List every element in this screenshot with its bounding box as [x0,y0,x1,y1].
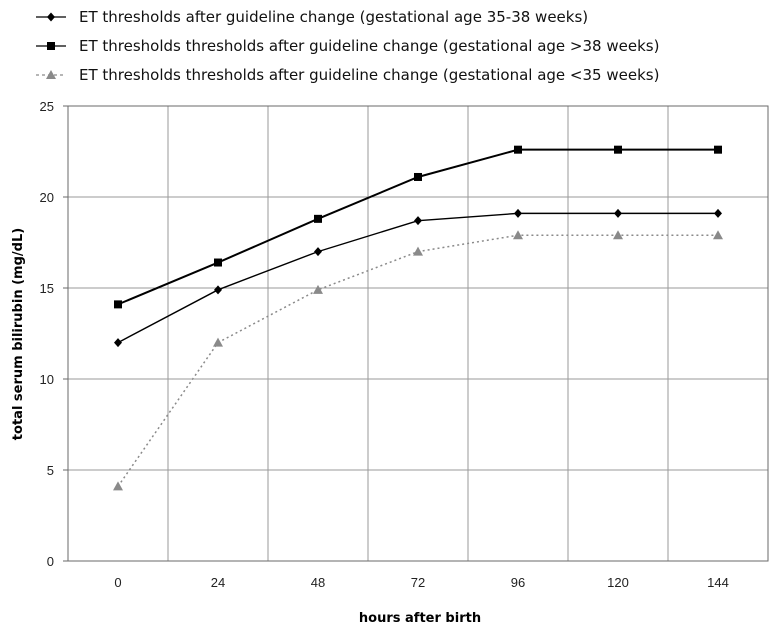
legend-marker [47,42,55,50]
legend-label: ET thresholds after guideline change (ge… [79,8,588,26]
data-point [313,284,323,294]
data-point [714,145,722,154]
data-point [114,300,122,309]
series-square [114,145,722,309]
data-point [713,230,723,240]
data-point [714,208,722,218]
data-point [513,230,523,240]
grid [67,105,769,562]
series-diamond [114,208,722,348]
data-point [214,285,222,295]
y-tick-label: 25 [40,99,54,114]
legend-marker [47,12,55,22]
legend-item: ET thresholds after guideline change (ge… [36,8,588,26]
legend-label: ET thresholds thresholds after guideline… [79,66,659,84]
data-point [613,230,623,240]
legend-label: ET thresholds thresholds after guideline… [79,37,659,55]
x-tick-label: 120 [607,575,629,590]
x-tick-label: 72 [411,575,425,590]
data-point [314,214,322,223]
data-point [214,258,222,267]
y-tick-label: 5 [47,463,54,478]
series-layer [113,145,723,491]
data-point [514,145,522,154]
legend-item: ET thresholds thresholds after guideline… [36,66,659,84]
x-tick-label: 144 [707,575,729,590]
data-point [213,337,223,347]
data-point [413,246,423,256]
x-tick-label: 0 [114,575,121,590]
x-axis-title: hours after birth [359,611,481,626]
legend-item: ET thresholds thresholds after guideline… [36,37,659,55]
data-point [314,247,322,257]
x-tick-label: 24 [211,575,225,590]
data-point [614,145,622,154]
y-tick-label: 10 [40,372,54,387]
data-point [614,208,622,218]
x-tick-label: 48 [311,575,325,590]
series-line [117,212,718,344]
series-line [117,148,718,306]
data-point [414,172,422,181]
axis-ticks: 0 5 10 15 20 25 0 24 48 72 96 120 144 [40,99,729,590]
data-point [514,208,522,218]
data-point [414,216,422,226]
data-point [113,481,123,491]
legend: ET thresholds after guideline change (ge… [36,8,659,84]
data-point [114,338,122,348]
legend-marker [46,70,56,79]
series-line [117,234,718,487]
y-tick-label: 15 [40,281,54,296]
x-tick-label: 96 [511,575,525,590]
y-tick-label: 20 [40,190,54,205]
y-tick-label: 0 [47,554,54,569]
plot-frame [67,105,769,562]
series-triangle [113,230,723,491]
y-axis-title: total serum bilirubin (mg/dL) [11,228,26,440]
